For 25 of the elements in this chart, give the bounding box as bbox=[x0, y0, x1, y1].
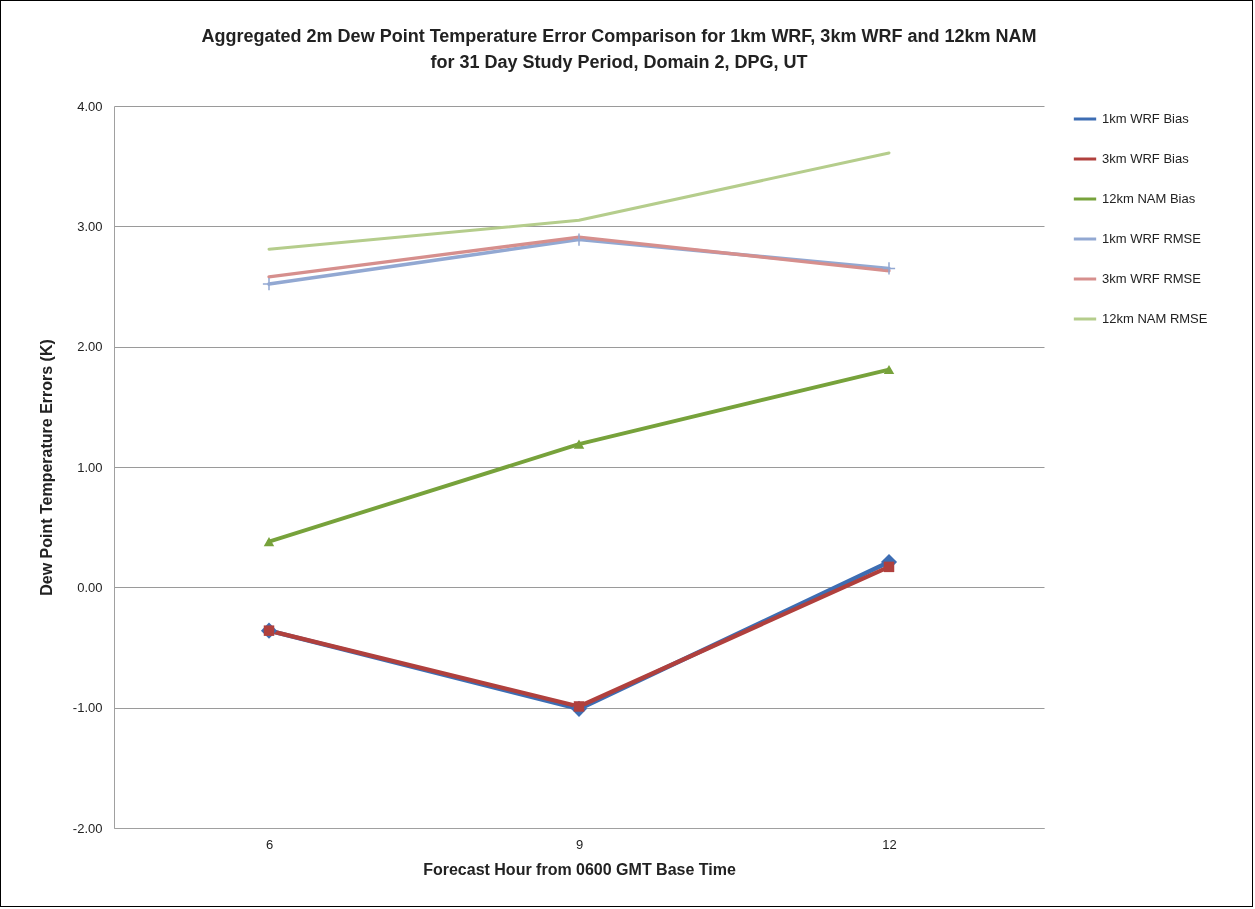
y-tick-label: 3.00 bbox=[77, 218, 103, 234]
legend-label: 1km WRF Bias bbox=[1102, 111, 1190, 126]
y-tick-label: -2.00 bbox=[72, 820, 103, 836]
point bbox=[573, 439, 585, 449]
y-tick-label: 0.00 bbox=[77, 579, 103, 595]
x-tick-label: 6 bbox=[265, 836, 274, 852]
legend-label: 1km WRF RMSE bbox=[1102, 231, 1202, 246]
point bbox=[883, 364, 895, 375]
x-axis-title: Forecast Hour from 0600 GMT Base Time bbox=[423, 860, 736, 878]
legend-label: 3km WRF Bias bbox=[1102, 151, 1190, 166]
y-axis-title: Dew Point Temperature Errors (K) bbox=[37, 339, 55, 596]
x-tick-label: 9 bbox=[575, 836, 584, 852]
y-tick-label: 2.00 bbox=[77, 339, 103, 355]
y-tick-label: 4.00 bbox=[77, 98, 103, 114]
point bbox=[572, 232, 586, 247]
y-tick-label: -1.00 bbox=[72, 700, 103, 716]
legend-label: 12km NAM Bias bbox=[1102, 191, 1196, 206]
chart-title: Aggregated 2m Dew Point Temperature Error Comparison for 1km WRF, 3km WRF and 12km NAM for 31 Day Study Period, Domain 2, DPG, UT bbox=[201, 26, 1037, 72]
x-tick-label: 12 bbox=[882, 836, 897, 852]
legend-label: 12km NAM RMSE bbox=[1102, 311, 1208, 326]
point bbox=[883, 561, 895, 573]
point bbox=[882, 261, 896, 276]
y-tick-label: 1.00 bbox=[77, 459, 103, 475]
legend-label: 3km WRF RMSE bbox=[1102, 271, 1202, 286]
point bbox=[263, 537, 275, 547]
